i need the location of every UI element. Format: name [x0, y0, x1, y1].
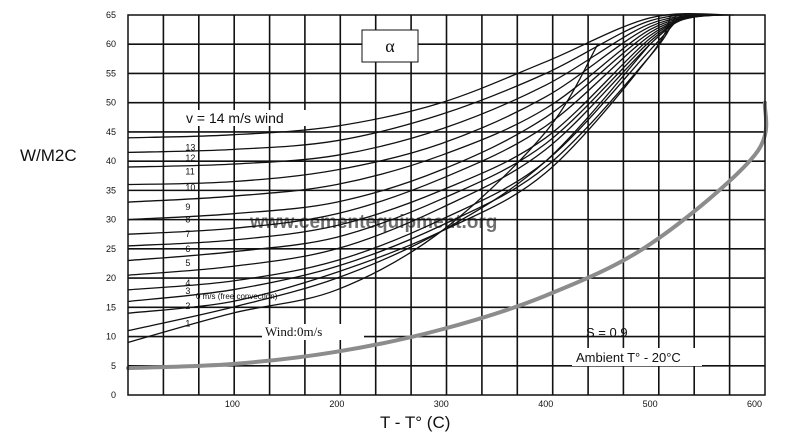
curve-label-11: 11: [185, 167, 194, 177]
y-tick-label: 50: [106, 98, 116, 108]
wind-zero-bg: [262, 324, 364, 340]
series-line-v1: [127, 43, 651, 332]
series-line-v11: [127, 14, 719, 186]
y-tick-label: 65: [106, 10, 116, 20]
y-tick-label: 60: [106, 39, 116, 49]
grid: [128, 15, 765, 395]
series-line-v3: [127, 14, 677, 303]
curve-label-10: 10: [185, 182, 195, 192]
series-line-v7: [127, 14, 698, 247]
curve-label-6: 6: [185, 244, 190, 254]
x-tick-label: 600: [747, 399, 762, 409]
plot-frame: [127, 14, 766, 396]
series-line-v5: [127, 14, 688, 276]
wind-header-bg: [182, 110, 322, 126]
ambient-label: Ambient T° - 20°C: [576, 350, 681, 365]
series-line-v13: [127, 13, 730, 154]
curve-label-3: 3: [185, 286, 190, 296]
series-line-v12: [127, 14, 724, 168]
y-tick-label: 25: [106, 244, 116, 254]
y-tick-label: 0: [111, 390, 116, 400]
y-tick-label: 10: [106, 332, 116, 342]
curve-label-1: 1: [185, 319, 190, 329]
curve-label-7: 7: [185, 229, 190, 239]
curve-label-8: 8: [185, 215, 190, 225]
series-line-v10: [127, 14, 714, 203]
y-tick-labels: 0 5 10 15 20 25 30 35 40 45 50 55 60 65: [106, 10, 116, 400]
curves: [126, 13, 769, 371]
curve-label-12: 12: [185, 153, 195, 163]
series-line-v8: [127, 14, 703, 235]
y-tick-label: 20: [106, 273, 116, 283]
y-tick-label: 55: [106, 68, 116, 78]
x-tick-labels: 100 200 300 400 500 600: [225, 399, 762, 409]
series-line-v0msfreeconvection: [127, 43, 599, 344]
symbol-box: [361, 29, 419, 63]
series-line-v14: [127, 13, 735, 139]
series-line-wind-zero: [126, 100, 769, 371]
x-tick-label: 200: [329, 399, 344, 409]
y-tick-label: 35: [106, 185, 116, 195]
x-tick-label: 100: [225, 399, 240, 409]
y-tick-label: 15: [106, 302, 116, 312]
emissivity-label: S = 0.9: [586, 325, 628, 340]
series-line-v6: [127, 14, 693, 262]
curve-label-5: 5: [185, 258, 190, 268]
series-line-v4: [127, 14, 683, 291]
wind-zero-label: Wind:0m/s: [265, 324, 322, 339]
wind-header-label: v = 14 m/s wind: [186, 110, 284, 126]
curve-label-2: 2: [185, 301, 190, 311]
y-tick-label: 5: [111, 361, 116, 371]
x-tick-label: 500: [643, 399, 658, 409]
ambient-bg: [572, 348, 702, 366]
watermark: www.cementequipment.org: [249, 212, 497, 233]
y-tick-label: 40: [106, 156, 116, 166]
curve-label-9: 9: [185, 202, 190, 212]
y-axis-title: W/M2C: [20, 146, 77, 165]
y-tick-label: 45: [106, 127, 116, 137]
x-axis-title: T - T° (C): [380, 413, 450, 432]
curve-label-13: 13: [185, 143, 195, 153]
y-tick-label: 30: [106, 215, 116, 225]
series-line-v9: [127, 14, 709, 221]
x-tick-label: 300: [434, 399, 449, 409]
curve-label-4: 4: [185, 278, 190, 288]
x-tick-label: 400: [538, 399, 553, 409]
free-convection-label: 0 m/s (free convection): [196, 292, 278, 301]
symbol-alpha: α: [385, 36, 395, 56]
